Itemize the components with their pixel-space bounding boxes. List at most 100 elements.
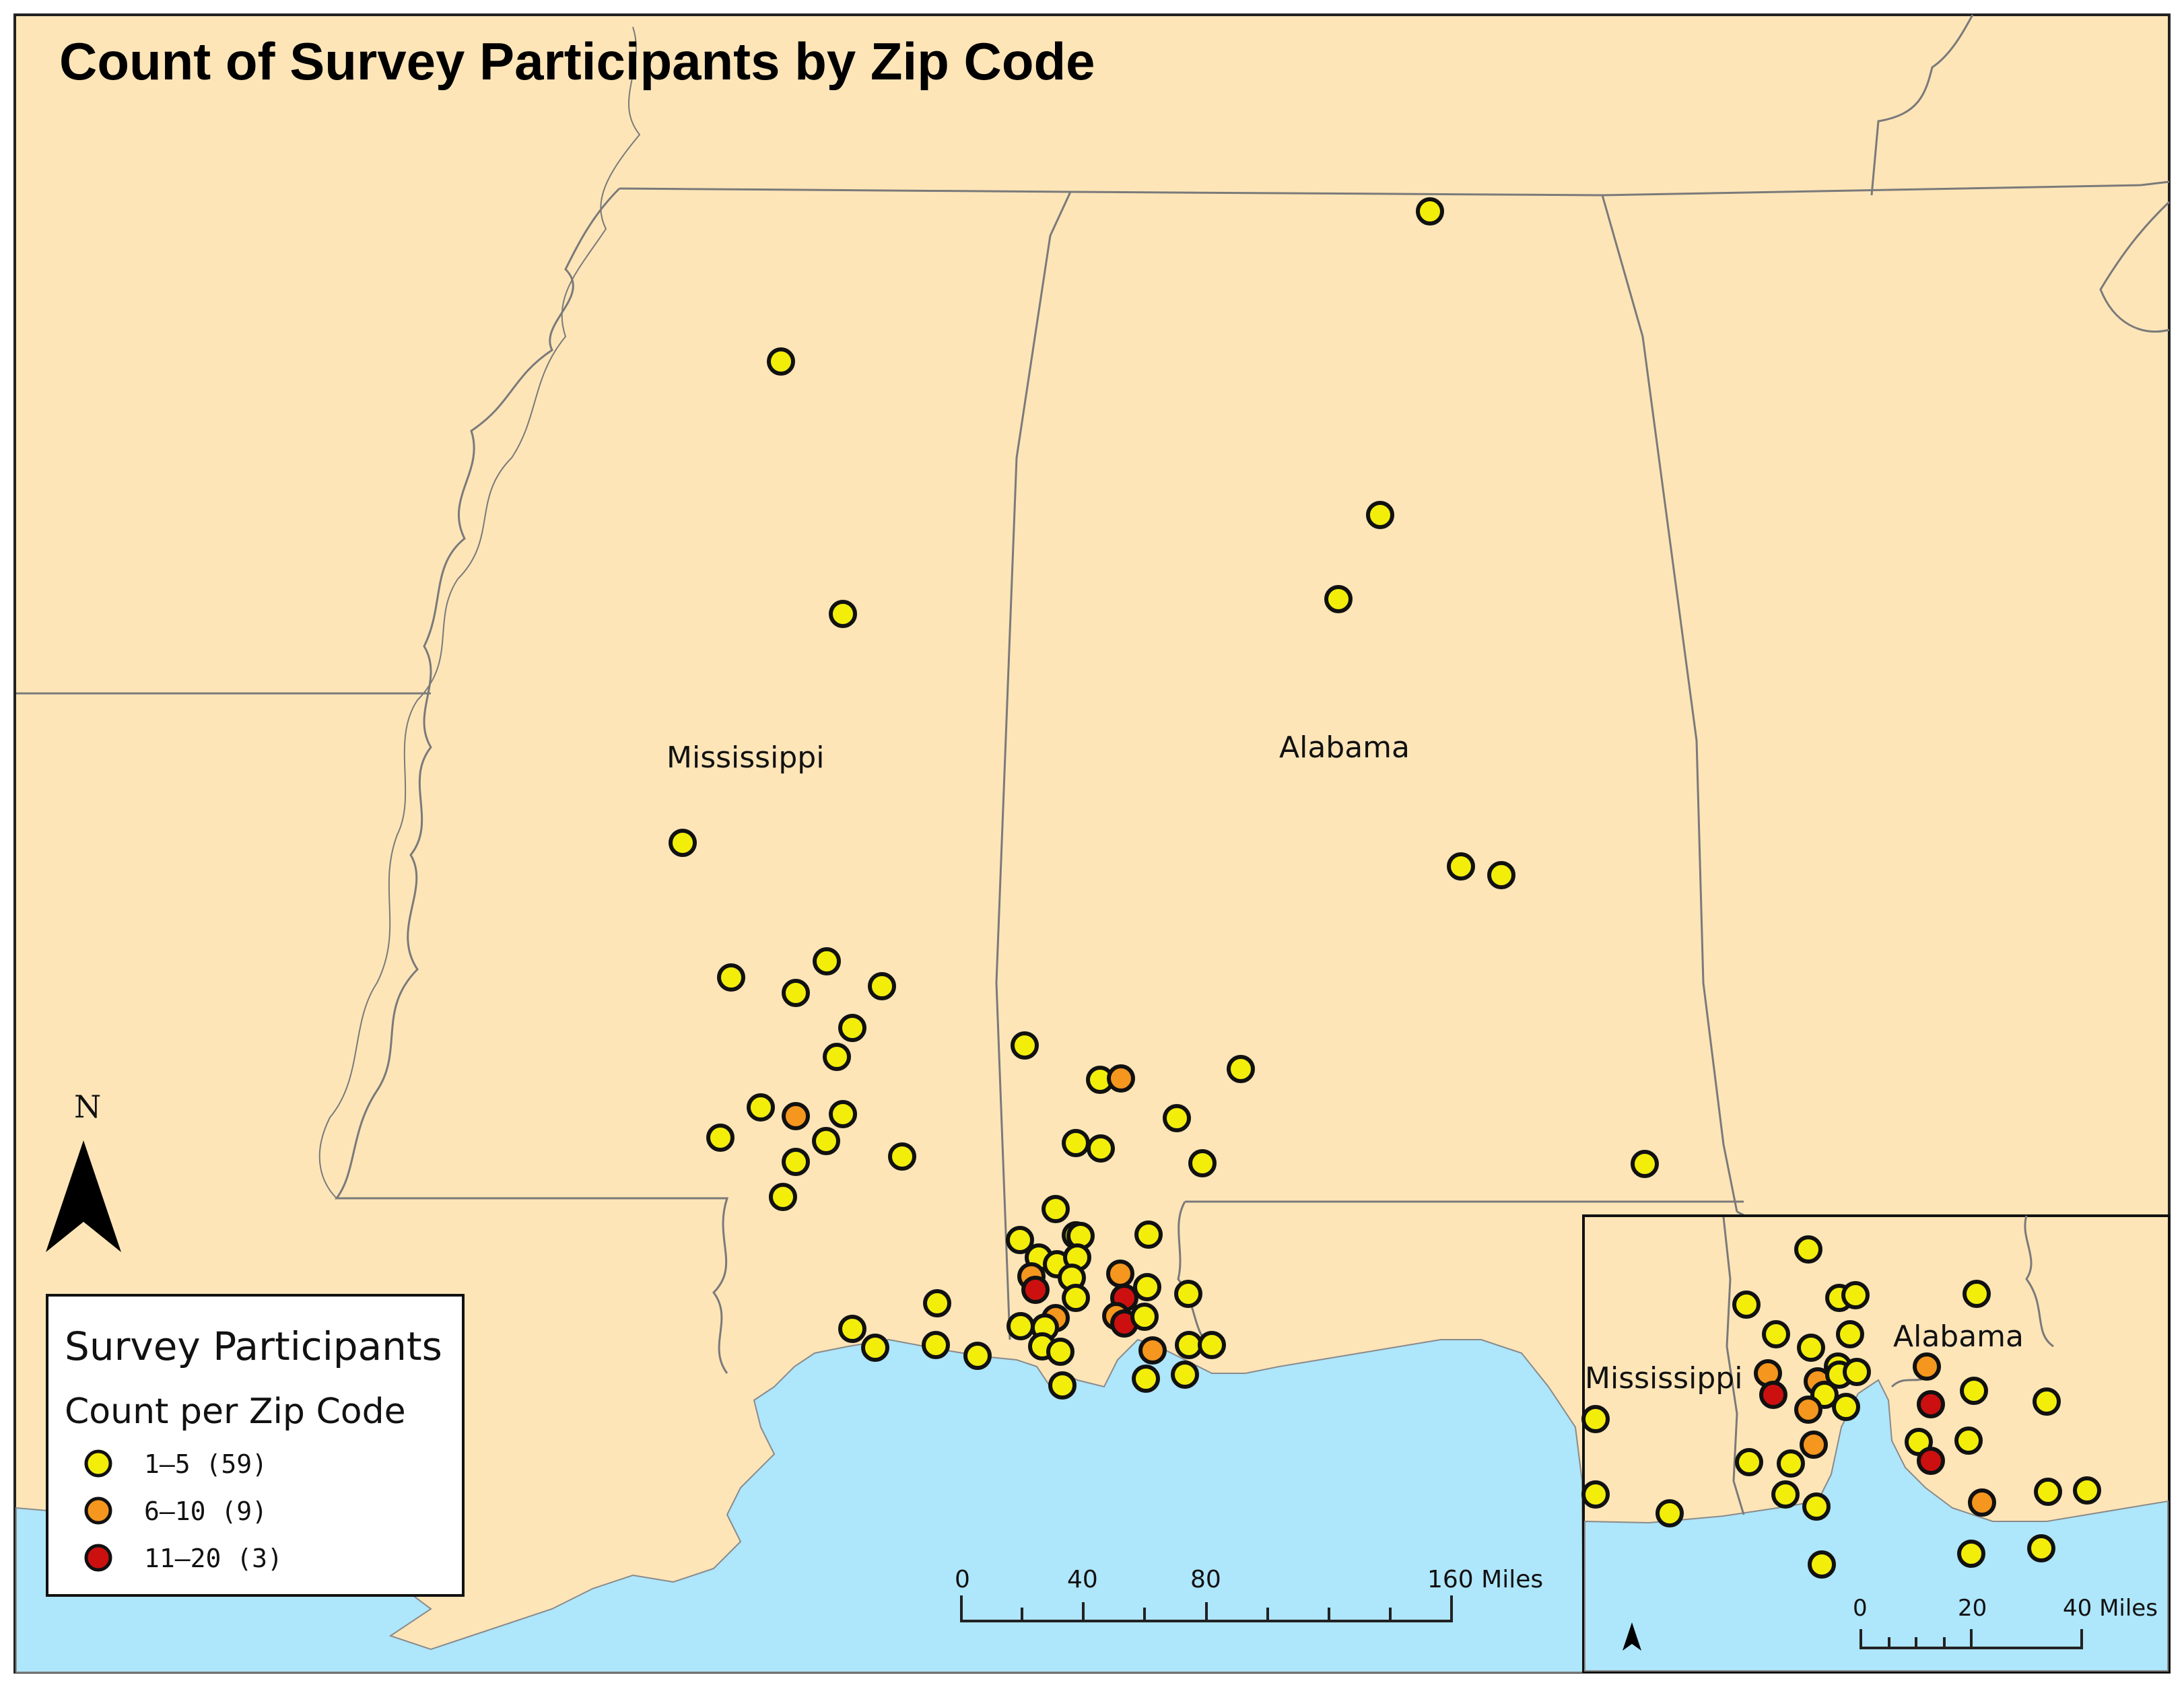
zip-marker[interactable] <box>769 1183 797 1211</box>
inset-marker[interactable] <box>2027 1534 2055 1562</box>
zip-marker[interactable] <box>888 1142 916 1171</box>
inset-marker[interactable] <box>1777 1449 1805 1478</box>
zip-marker[interactable] <box>1006 1226 1034 1254</box>
zip-marker[interactable] <box>1087 1134 1115 1163</box>
inset-scale-bar <box>1859 1629 2083 1649</box>
inset-marker[interactable] <box>1581 1405 1610 1433</box>
zip-marker[interactable] <box>782 1148 810 1176</box>
zip-marker[interactable] <box>923 1289 951 1317</box>
legend-subtitle: Count per Zip Code <box>65 1391 406 1432</box>
inset-marker[interactable] <box>1841 1281 1870 1309</box>
state-borders <box>16 14 2171 1374</box>
state-label-mississippi: Mississippi <box>667 741 824 775</box>
inset-marker[interactable] <box>1794 1396 1822 1424</box>
inset-marker[interactable] <box>1732 1290 1761 1319</box>
inset-marker[interactable] <box>1917 1390 1945 1418</box>
inset-marker[interactable] <box>1917 1447 1945 1475</box>
inset-marker[interactable] <box>1800 1431 1828 1459</box>
zip-marker[interactable] <box>1062 1284 1090 1312</box>
zip-marker[interactable] <box>1324 585 1353 613</box>
zip-marker[interactable] <box>1198 1331 1226 1359</box>
zip-marker[interactable] <box>669 829 697 857</box>
legend-label-2: 6–10 (9) <box>144 1496 267 1526</box>
zip-marker[interactable] <box>782 979 810 1007</box>
north-arrow: N <box>46 1089 121 1252</box>
inset-marker[interactable] <box>1808 1550 1836 1579</box>
zip-marker[interactable] <box>1416 197 1444 226</box>
inset-marker[interactable] <box>1960 1377 1988 1405</box>
inset-marker[interactable] <box>1968 1488 1996 1517</box>
zip-marker[interactable] <box>823 1043 851 1071</box>
scale-label-80: 80 <box>1190 1566 1221 1593</box>
zip-marker[interactable] <box>1487 861 1515 889</box>
zip-marker[interactable] <box>838 1315 866 1343</box>
inset-marker[interactable] <box>1954 1426 1983 1455</box>
inset-marker[interactable] <box>2034 1478 2062 1506</box>
zip-marker[interactable] <box>1188 1149 1217 1177</box>
zip-marker[interactable] <box>868 972 896 1000</box>
legend-swatch-1 <box>84 1449 112 1478</box>
zip-marker[interactable] <box>1011 1031 1039 1060</box>
zip-marker[interactable] <box>1174 1280 1202 1308</box>
participant-markers <box>669 197 1659 1400</box>
inset-marker[interactable] <box>1832 1393 1860 1421</box>
inset-marker[interactable] <box>1836 1320 1864 1348</box>
zip-marker[interactable] <box>812 1127 840 1155</box>
inset-marker[interactable] <box>1794 1235 1822 1264</box>
inset-marker[interactable] <box>2033 1387 2061 1416</box>
inset-label-mississippi: Mississippi <box>1585 1361 1742 1396</box>
inset-marker[interactable] <box>1843 1358 1871 1386</box>
zip-marker[interactable] <box>1134 1220 1163 1249</box>
inset-marker[interactable] <box>1957 1540 1985 1568</box>
zip-marker[interactable] <box>1006 1312 1035 1340</box>
inset-marker[interactable] <box>1913 1352 1941 1381</box>
zip-marker[interactable] <box>767 347 795 376</box>
zip-marker[interactable] <box>813 947 841 975</box>
inset-scale-label-20: 20 <box>1958 1595 1987 1622</box>
zip-marker[interactable] <box>1042 1195 1070 1223</box>
zip-marker[interactable] <box>747 1093 775 1122</box>
zip-marker[interactable] <box>1447 852 1475 881</box>
zip-marker[interactable] <box>1163 1104 1191 1132</box>
inset-marker[interactable] <box>1759 1381 1787 1409</box>
inset-marker[interactable] <box>1771 1480 1800 1509</box>
inset-marker[interactable] <box>1656 1499 1684 1527</box>
zip-marker[interactable] <box>1021 1276 1050 1304</box>
zip-marker[interactable] <box>838 1014 866 1042</box>
zip-marker[interactable] <box>717 963 745 992</box>
zip-marker[interactable] <box>1631 1150 1659 1178</box>
zip-marker[interactable] <box>1171 1361 1199 1389</box>
zip-marker[interactable] <box>1107 1064 1135 1093</box>
scale-bar <box>960 1595 1453 1622</box>
zip-marker[interactable] <box>829 1100 857 1128</box>
zip-marker[interactable] <box>1106 1260 1134 1288</box>
legend-swatch-3 <box>84 1544 112 1572</box>
map-title: Count of Survey Participants by Zip Code <box>59 32 1095 91</box>
zip-marker[interactable] <box>1175 1331 1203 1359</box>
zip-marker[interactable] <box>1227 1055 1255 1083</box>
zip-marker[interactable] <box>1133 1273 1161 1301</box>
zip-marker[interactable] <box>861 1334 889 1362</box>
zip-marker[interactable] <box>922 1331 950 1359</box>
zip-marker[interactable] <box>1062 1129 1090 1157</box>
inset-water <box>1584 1379 2169 1672</box>
inset-marker[interactable] <box>1762 1320 1790 1348</box>
zip-marker[interactable] <box>1046 1338 1074 1366</box>
inset-marker[interactable] <box>2073 1476 2101 1505</box>
zip-marker[interactable] <box>829 600 857 628</box>
inset-north-arrow-icon <box>1623 1622 1641 1651</box>
zip-marker[interactable] <box>706 1124 735 1152</box>
scale-label-40: 40 <box>1067 1566 1098 1593</box>
inset-marker[interactable] <box>1963 1280 1991 1308</box>
inset-marker[interactable] <box>1802 1492 1831 1521</box>
inset-marker[interactable] <box>1735 1448 1763 1476</box>
zip-marker[interactable] <box>782 1102 810 1130</box>
zip-marker[interactable] <box>963 1342 992 1370</box>
inset-marker[interactable] <box>1581 1480 1610 1509</box>
zip-marker[interactable] <box>1138 1336 1167 1365</box>
zip-marker[interactable] <box>1366 501 1394 529</box>
zip-marker[interactable] <box>1130 1303 1159 1331</box>
zip-marker[interactable] <box>1132 1365 1160 1393</box>
zip-marker[interactable] <box>1048 1371 1077 1400</box>
inset-marker[interactable] <box>1797 1334 1825 1362</box>
